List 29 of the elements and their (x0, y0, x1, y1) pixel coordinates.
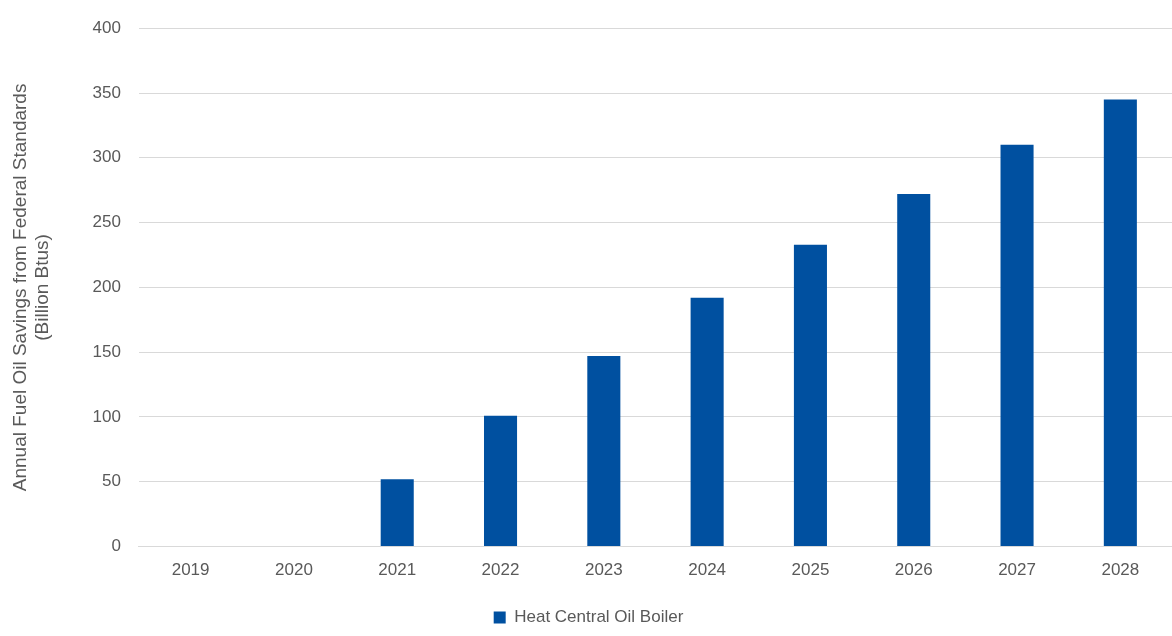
y-tick-label: 350 (92, 82, 121, 102)
x-tick-label: 2022 (481, 560, 520, 580)
x-tick-label: 2020 (275, 560, 313, 580)
y-tick-label: 100 (92, 406, 121, 426)
bar (484, 415, 518, 547)
bar (1000, 144, 1034, 547)
bar (1103, 99, 1137, 547)
bar (380, 479, 414, 547)
x-tick-label: 2019 (171, 560, 210, 580)
bar (690, 297, 724, 547)
x-tick-label: 2023 (584, 560, 623, 580)
y-tick-label: 400 (92, 17, 121, 37)
x-tick-label: 2025 (791, 560, 830, 580)
legend-label: Heat Central Oil Boiler (514, 607, 684, 627)
y-axis-title: Annual Fuel Oil Savings from Federal Standards (Billion Btus) (8, 83, 53, 492)
y-tick-label: 200 (92, 277, 121, 297)
x-tick-label: 2021 (378, 560, 417, 580)
bar (793, 244, 827, 547)
x-tick-label: 2026 (894, 560, 933, 580)
y-tick-label: 300 (92, 147, 121, 167)
y-tick-label: 150 (92, 341, 121, 361)
bar (897, 194, 931, 547)
bar (587, 356, 621, 547)
y-tick-label: 0 (111, 536, 121, 556)
y-tick-label: 250 (92, 212, 121, 232)
x-tick-label: 2027 (998, 560, 1036, 580)
x-tick-label: 2028 (1101, 560, 1140, 580)
y-tick-label: 50 (102, 471, 121, 491)
x-tick-label: 2024 (688, 560, 727, 580)
